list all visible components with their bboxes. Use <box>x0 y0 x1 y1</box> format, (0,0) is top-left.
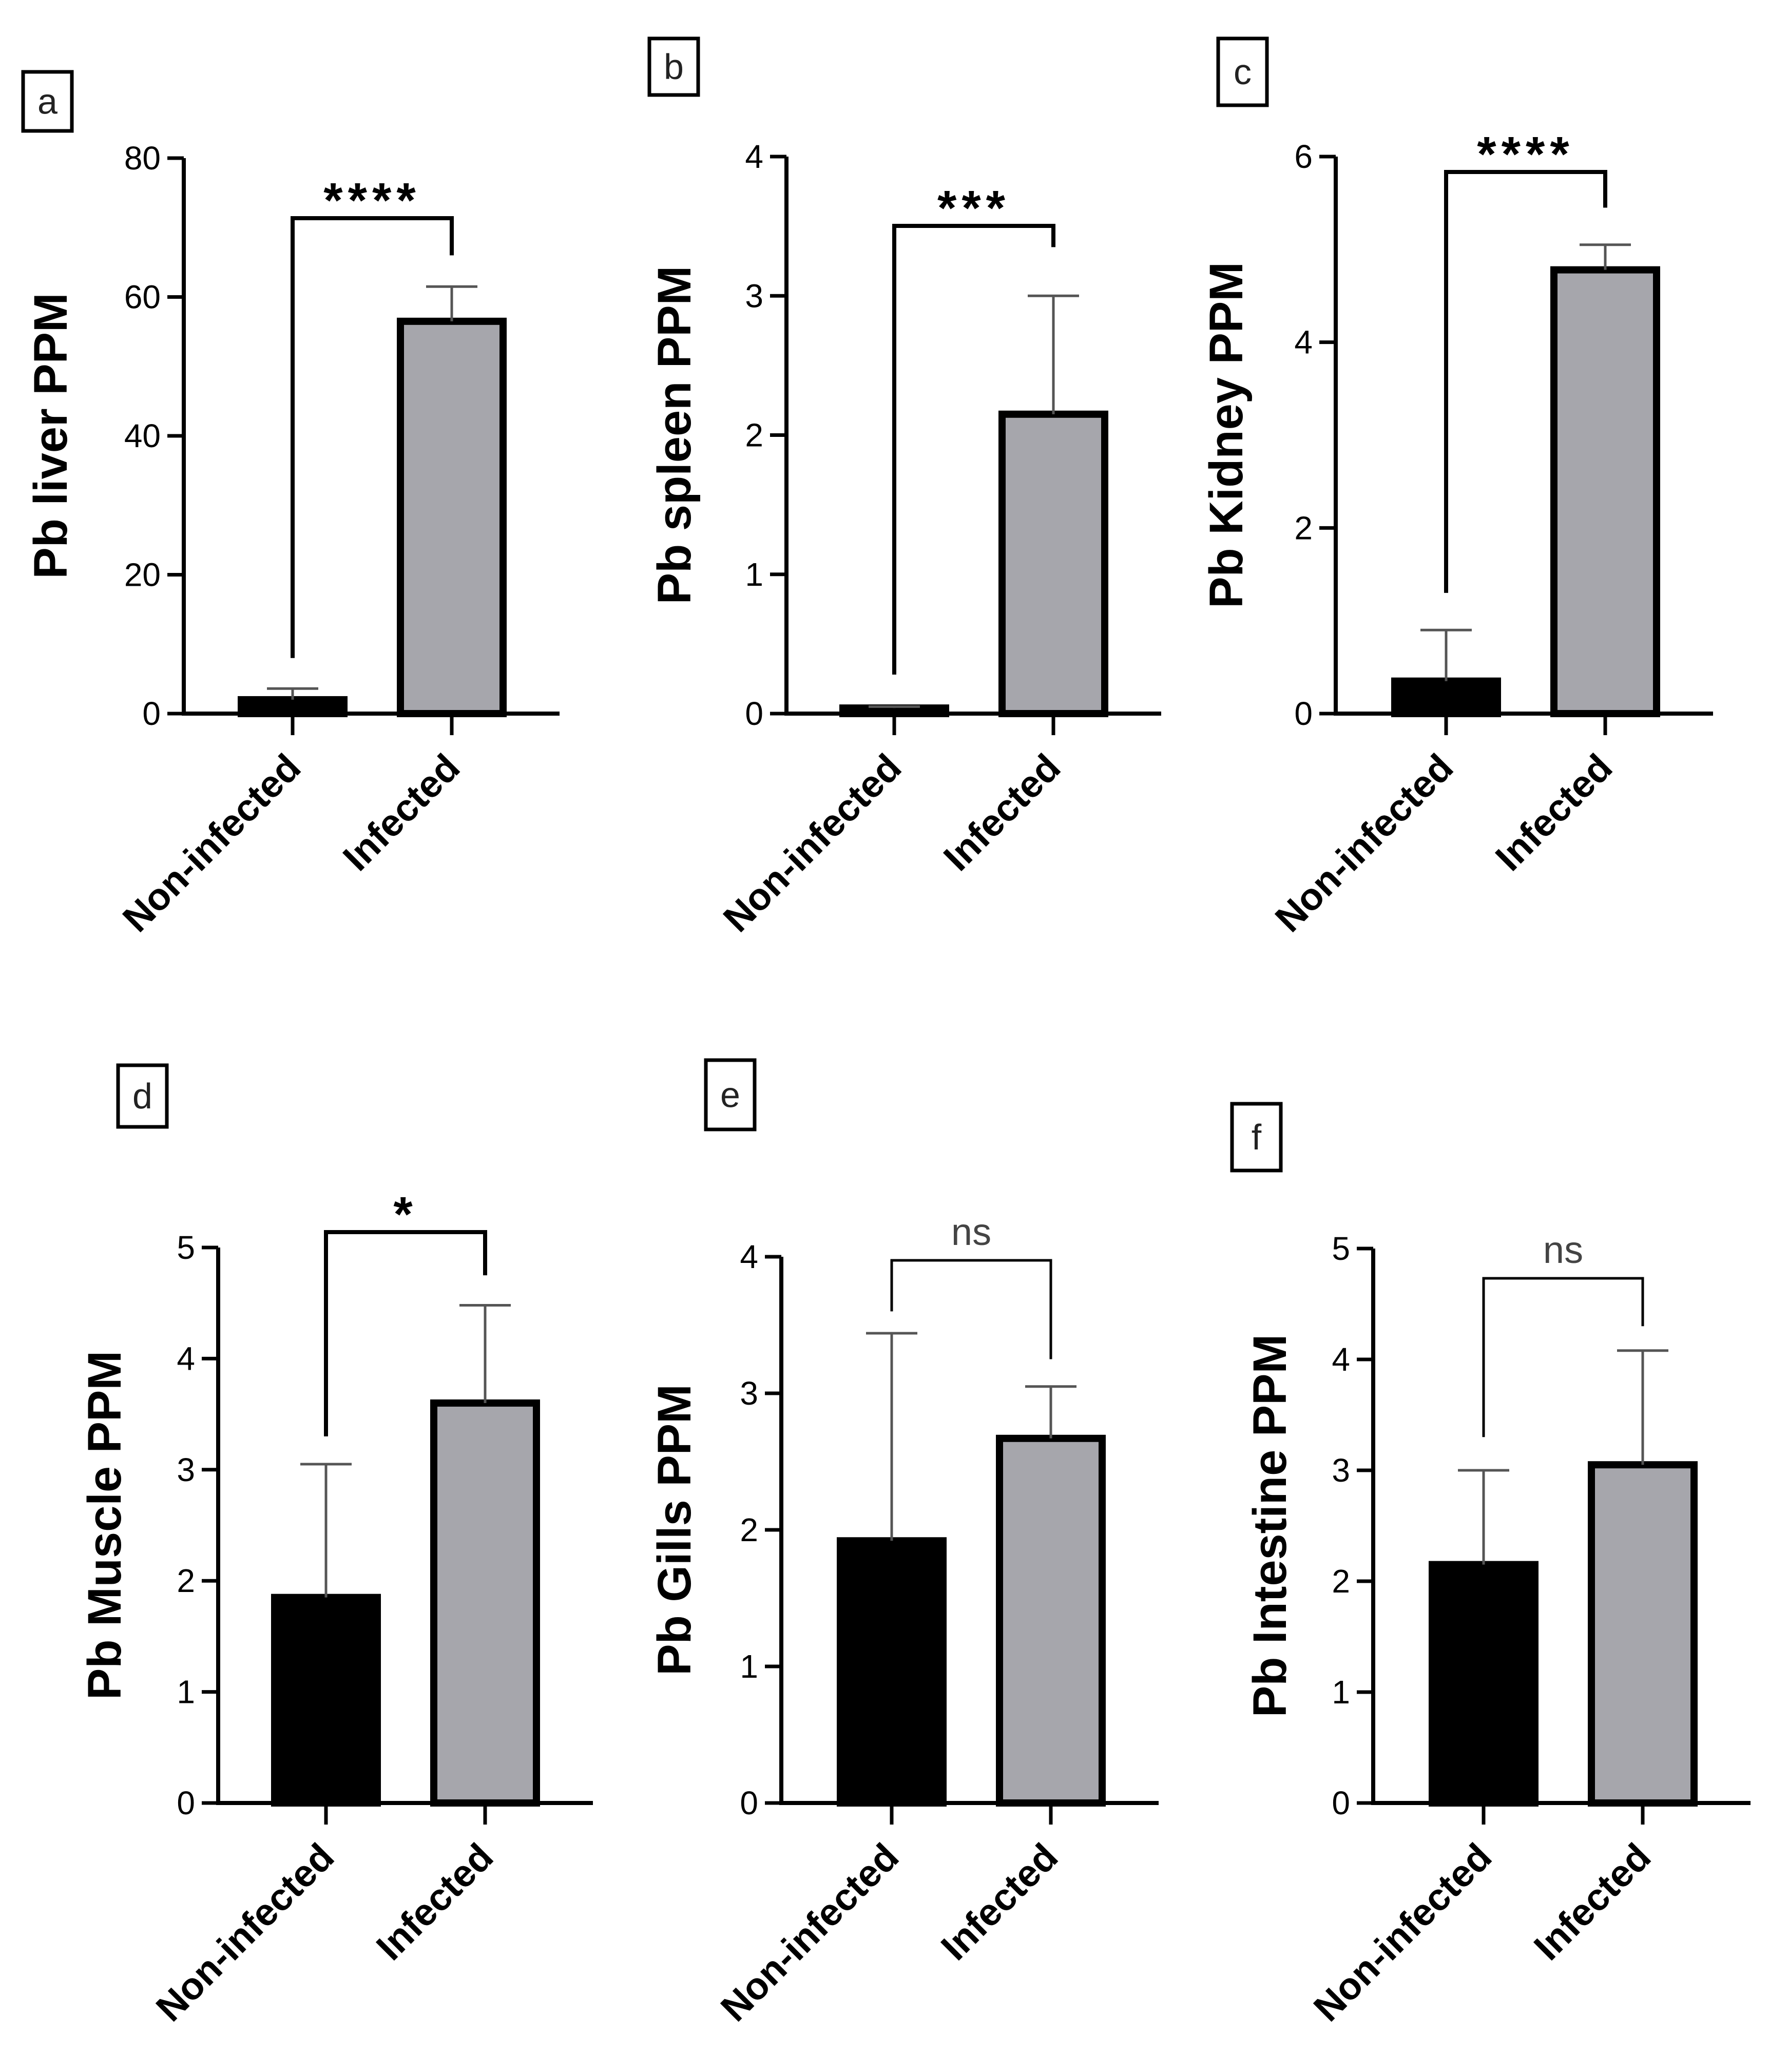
y-tick-label: 5 <box>1332 1230 1350 1267</box>
y-tick-label: 20 <box>124 557 161 593</box>
bars <box>271 1399 540 1807</box>
bar-infected <box>1588 1461 1698 1807</box>
y-tick-label: 0 <box>142 695 161 732</box>
y-tick-label: 2 <box>745 417 763 454</box>
y-axis-ticks: 0 20 40 60 80 <box>124 140 184 732</box>
y-axis-ticks: 0 1 2 3 4 <box>740 1238 781 1821</box>
error-bars <box>1458 1349 1668 1825</box>
significance-label: ns <box>951 1211 991 1253</box>
panel-label: a <box>37 82 57 122</box>
bars <box>238 317 507 717</box>
y-tick-label: 3 <box>740 1375 758 1412</box>
bar-non-infected <box>1429 1561 1539 1807</box>
y-tick-label: 40 <box>124 417 161 454</box>
bar-infected <box>996 1434 1106 1807</box>
y-tick-label: 2 <box>740 1511 758 1548</box>
significance-bracket <box>324 1230 487 1436</box>
panel-label: e <box>720 1075 740 1115</box>
significance-bracket <box>1482 1277 1644 1437</box>
error-bars <box>267 285 477 735</box>
bar-non-infected <box>837 1537 947 1807</box>
error-bars <box>300 1304 511 1825</box>
y-tick-label: 2 <box>177 1562 195 1599</box>
bar-infected <box>998 410 1108 717</box>
bar-infected <box>430 1399 540 1807</box>
y-tick-label: 0 <box>1294 695 1313 732</box>
y-axis-title: Pb Intestine PPM <box>1244 1334 1296 1717</box>
y-tick-label: 4 <box>740 1238 758 1275</box>
panel-label: b <box>664 47 684 87</box>
bar-non-infected <box>1391 677 1501 718</box>
y-tick-label: 5 <box>177 1229 195 1266</box>
significance-label: **** <box>1477 127 1574 182</box>
significance-bracket <box>892 224 1055 675</box>
y-tick-label: 1 <box>177 1674 195 1711</box>
error-bars <box>866 1332 1076 1825</box>
significance-label: *** <box>937 181 1010 236</box>
y-tick-label: 2 <box>1294 509 1313 546</box>
y-tick-label: 4 <box>745 138 763 175</box>
panel-label: d <box>132 1076 152 1116</box>
y-axis-ticks: 0 1 2 3 4 <box>745 138 786 732</box>
panel-label-box <box>647 36 700 97</box>
y-tick-label: 60 <box>124 279 161 316</box>
y-tick-label: 3 <box>177 1451 195 1488</box>
y-tick-label: 4 <box>1332 1341 1350 1378</box>
y-tick-label: 1 <box>740 1648 758 1685</box>
bar-non-infected <box>271 1594 381 1807</box>
error-bars <box>1420 243 1631 735</box>
significance-bracket <box>291 216 454 658</box>
y-axis-title: Pb liver PPM <box>25 293 77 579</box>
y-tick-label: 1 <box>745 556 763 593</box>
y-axis-title: Pb Muscle PPM <box>79 1351 131 1700</box>
bar-infected <box>1550 266 1660 717</box>
y-tick-label: 4 <box>1294 324 1313 361</box>
significance-label: * <box>393 1187 417 1242</box>
panel-label-box <box>21 70 74 133</box>
y-tick-label: 4 <box>177 1340 195 1377</box>
y-tick-label: 1 <box>1332 1674 1350 1711</box>
panel-label: c <box>1234 52 1252 92</box>
bar-non-infected <box>839 704 949 718</box>
y-tick-label: 0 <box>177 1785 195 1821</box>
y-axis-title: Pb spleen PPM <box>648 266 701 605</box>
panel-label-box <box>1216 36 1269 107</box>
bars <box>1391 266 1660 718</box>
y-tick-label: 0 <box>1332 1785 1350 1821</box>
y-axis-ticks: 0 1 2 3 4 5 <box>177 1229 218 1821</box>
significance-label: **** <box>323 173 420 228</box>
y-tick-label: 3 <box>745 277 763 314</box>
panel-label-box <box>704 1058 757 1131</box>
significance-bracket <box>1444 170 1607 593</box>
panel-label: f <box>1252 1117 1262 1157</box>
y-tick-label: 0 <box>740 1785 758 1821</box>
significance-label: ns <box>1543 1229 1583 1271</box>
bar-non-infected <box>238 696 348 717</box>
panel-label-box <box>1230 1102 1283 1173</box>
y-axis-ticks: 0 2 4 6 <box>1294 138 1336 732</box>
bars <box>1429 1461 1698 1807</box>
y-tick-label: 6 <box>1294 138 1313 175</box>
y-axis-title: Pb Gills PPM <box>648 1384 701 1675</box>
y-axis-ticks: 0 1 2 3 4 5 <box>1332 1230 1373 1821</box>
bars <box>837 1434 1106 1807</box>
bar-infected <box>397 317 507 717</box>
significance-bracket <box>890 1259 1052 1359</box>
panel-label-box <box>116 1063 169 1129</box>
error-bars <box>869 294 1079 735</box>
y-tick-label: 3 <box>1332 1452 1350 1489</box>
y-tick-label: 0 <box>745 695 763 732</box>
y-tick-label: 2 <box>1332 1563 1350 1600</box>
y-axis-title: Pb Kidney PPM <box>1200 262 1253 608</box>
y-tick-label: 80 <box>124 140 161 177</box>
